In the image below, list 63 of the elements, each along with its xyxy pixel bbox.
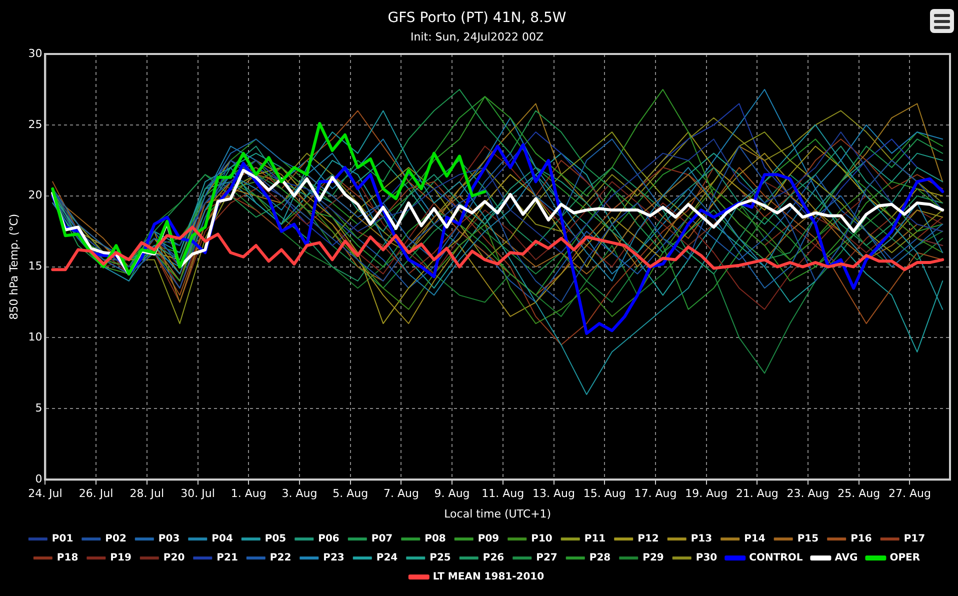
legend-label: P10	[531, 534, 552, 545]
x-tick-label: 7. Aug	[383, 487, 419, 500]
y-tick-label: 10	[28, 330, 42, 344]
legend-label: P13	[690, 534, 712, 545]
x-tick-label: 25. Aug	[838, 487, 880, 500]
x-tick-label: 24. Jul	[28, 487, 62, 500]
x-tick-label: 27. Aug	[888, 487, 931, 500]
y-tick-label: 0	[35, 472, 42, 486]
legend-label: P18	[56, 552, 78, 564]
y-tick-label: 30	[28, 46, 42, 60]
legend-label: P11	[584, 534, 606, 545]
legend-label: P26	[482, 552, 504, 564]
x-tick-label: 23. Aug	[786, 487, 830, 500]
x-tick-label: 11. Aug	[482, 487, 524, 500]
x-tick-label: 26. Jul	[78, 487, 114, 500]
legend-label: P16	[850, 534, 872, 545]
legend-label: P02	[105, 534, 126, 545]
legend-label: P22	[270, 552, 292, 564]
legend-label: P17	[904, 534, 926, 545]
x-tick-label: 1. Aug	[230, 487, 266, 500]
legend-label: CONTROL	[749, 552, 804, 564]
x-tick-label: 17. Aug	[634, 487, 677, 500]
x-tick-label: 13. Aug	[532, 487, 575, 500]
legend-label: P15	[797, 534, 819, 545]
legend-label: P08	[424, 534, 446, 545]
x-tick-label: 9. Aug	[434, 487, 470, 500]
legend-label: P09	[478, 534, 500, 545]
x-axis-title: Local time (UTC+1)	[444, 507, 552, 520]
legend-label: P01	[52, 534, 74, 545]
y-tick-label: 15	[28, 260, 42, 273]
x-tick-label: 21. Aug	[736, 487, 778, 500]
y-axis-title: 850 hPa Temp. (°C)	[7, 214, 20, 320]
legend-label: P29	[642, 552, 664, 564]
x-tick-label: 19. Aug	[685, 487, 728, 500]
legend-label: P30	[696, 552, 718, 564]
legend-label: P06	[318, 534, 340, 545]
legend-label: OPER	[890, 552, 920, 564]
legend-label: P04	[212, 534, 233, 545]
y-tick-label: 5	[35, 402, 42, 415]
legend-label: P27	[536, 552, 558, 564]
x-tick-label: 30. Jul	[180, 487, 215, 500]
legend-label: P25	[430, 552, 451, 564]
y-tick-label: 20	[28, 188, 42, 202]
legend-label: P28	[589, 552, 611, 564]
legend-label: AVG	[834, 552, 858, 564]
legend-label: P05	[264, 534, 286, 545]
x-tick-label: 15. Aug	[583, 487, 626, 500]
x-tick-label: 5. Aug	[332, 487, 368, 500]
legend-label: P24	[376, 552, 398, 564]
chart-title: GFS Porto (PT) 41N, 8.5W	[388, 10, 566, 26]
x-tick-label: 3. Aug	[282, 487, 318, 500]
legend-label: P12	[638, 534, 659, 545]
y-tick-label: 25	[28, 118, 42, 131]
legend-label: P20	[163, 552, 185, 564]
legend-label: P21	[216, 552, 238, 564]
legend-label: P14	[744, 534, 766, 545]
legend-label: P03	[158, 534, 180, 545]
x-tick-label: 28. Jul	[130, 487, 164, 500]
legend-label: P19	[110, 552, 132, 564]
legend-label: P23	[323, 552, 344, 564]
chart-subtitle: Init: Sun, 24Jul2022 00Z	[410, 30, 544, 44]
legend-label: LT MEAN 1981-2010	[432, 572, 544, 583]
legend-label: P07	[371, 534, 393, 545]
